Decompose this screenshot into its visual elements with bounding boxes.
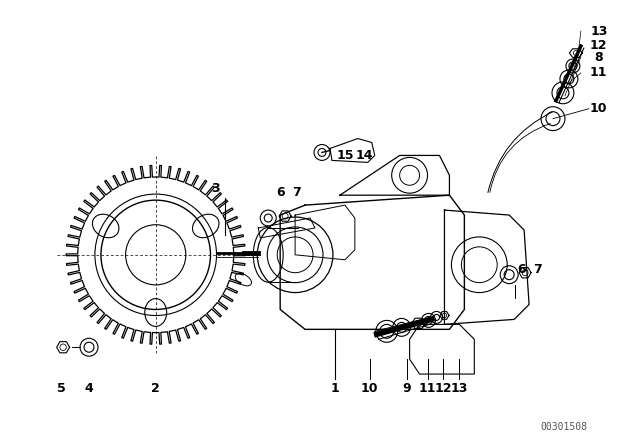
- Text: 6: 6: [276, 186, 285, 199]
- Text: 5: 5: [57, 383, 65, 396]
- Text: 4: 4: [84, 383, 93, 396]
- Text: 10: 10: [590, 102, 607, 115]
- Text: 9: 9: [403, 383, 411, 396]
- Text: 12: 12: [435, 383, 452, 396]
- Text: 13: 13: [451, 383, 468, 396]
- Text: 1: 1: [330, 383, 339, 396]
- Text: 6: 6: [517, 263, 525, 276]
- Text: 00301508: 00301508: [540, 422, 588, 432]
- Text: 11: 11: [590, 66, 607, 79]
- Text: 11: 11: [419, 383, 436, 396]
- Text: 7: 7: [292, 186, 300, 199]
- Text: 3: 3: [211, 182, 220, 195]
- Text: 10: 10: [361, 383, 378, 396]
- Text: 8: 8: [595, 51, 603, 64]
- Text: 15: 15: [336, 149, 354, 162]
- Text: 2: 2: [151, 383, 160, 396]
- Text: 7: 7: [532, 263, 541, 276]
- Text: 12: 12: [590, 39, 607, 52]
- Text: 14: 14: [356, 149, 374, 162]
- Text: 13: 13: [590, 25, 607, 38]
